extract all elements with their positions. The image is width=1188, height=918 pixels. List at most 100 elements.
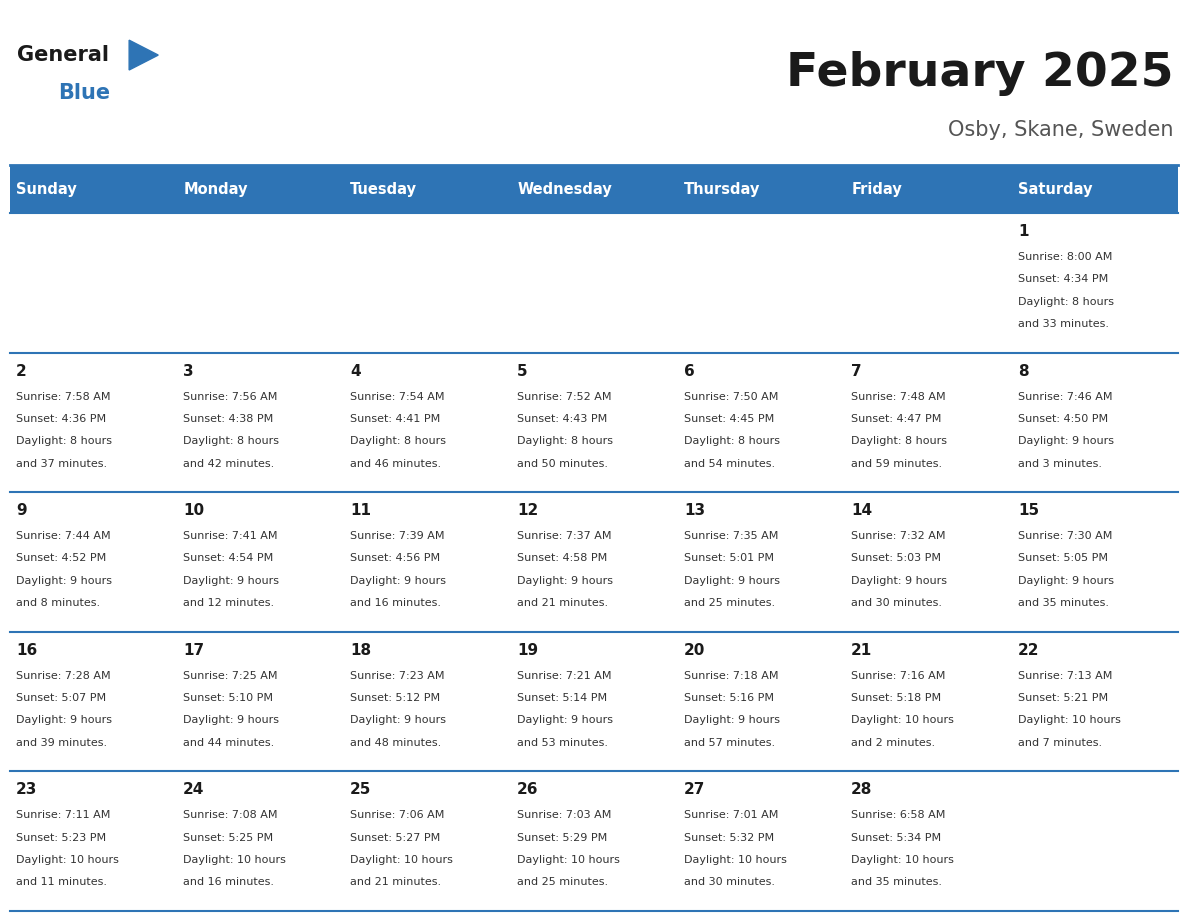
Text: Daylight: 9 hours: Daylight: 9 hours bbox=[684, 576, 781, 586]
Text: Sunrise: 7:46 AM: Sunrise: 7:46 AM bbox=[1018, 392, 1113, 401]
Text: Sunset: 4:58 PM: Sunset: 4:58 PM bbox=[517, 554, 607, 564]
Text: Sunrise: 7:08 AM: Sunrise: 7:08 AM bbox=[183, 811, 278, 820]
Text: Sunrise: 8:00 AM: Sunrise: 8:00 AM bbox=[1018, 252, 1112, 262]
Text: 9: 9 bbox=[17, 503, 27, 518]
Text: February 2025: February 2025 bbox=[786, 50, 1174, 96]
Text: and 46 minutes.: and 46 minutes. bbox=[350, 459, 441, 468]
Text: 21: 21 bbox=[851, 643, 872, 657]
Text: Sunset: 4:54 PM: Sunset: 4:54 PM bbox=[183, 554, 273, 564]
Text: and 11 minutes.: and 11 minutes. bbox=[17, 878, 107, 887]
Text: Sunset: 4:47 PM: Sunset: 4:47 PM bbox=[851, 414, 942, 424]
Text: and 54 minutes.: and 54 minutes. bbox=[684, 459, 776, 468]
Text: Sunrise: 7:30 AM: Sunrise: 7:30 AM bbox=[1018, 532, 1112, 541]
Text: Sunrise: 6:58 AM: Sunrise: 6:58 AM bbox=[851, 811, 946, 820]
Text: 26: 26 bbox=[517, 782, 538, 797]
Text: Sunset: 4:52 PM: Sunset: 4:52 PM bbox=[17, 554, 107, 564]
Text: and 57 minutes.: and 57 minutes. bbox=[684, 738, 776, 747]
Text: 25: 25 bbox=[350, 782, 372, 797]
Text: Sunset: 5:21 PM: Sunset: 5:21 PM bbox=[1018, 693, 1108, 703]
Text: Sunrise: 7:54 AM: Sunrise: 7:54 AM bbox=[350, 392, 444, 401]
Text: 8: 8 bbox=[1018, 364, 1029, 378]
Text: 27: 27 bbox=[684, 782, 706, 797]
Text: Sunset: 4:50 PM: Sunset: 4:50 PM bbox=[1018, 414, 1108, 424]
Text: and 30 minutes.: and 30 minutes. bbox=[684, 878, 776, 887]
Text: Sunrise: 7:35 AM: Sunrise: 7:35 AM bbox=[684, 532, 778, 541]
Text: and 21 minutes.: and 21 minutes. bbox=[350, 878, 441, 887]
Text: 4: 4 bbox=[350, 364, 361, 378]
Text: 17: 17 bbox=[183, 643, 204, 657]
Text: Daylight: 10 hours: Daylight: 10 hours bbox=[851, 715, 954, 725]
Text: and 25 minutes.: and 25 minutes. bbox=[517, 878, 608, 887]
Text: Daylight: 9 hours: Daylight: 9 hours bbox=[851, 576, 947, 586]
Text: 5: 5 bbox=[517, 364, 527, 378]
Text: Sunset: 5:27 PM: Sunset: 5:27 PM bbox=[350, 833, 441, 843]
Text: 15: 15 bbox=[1018, 503, 1040, 518]
Text: Daylight: 10 hours: Daylight: 10 hours bbox=[1018, 715, 1121, 725]
Text: Sunrise: 7:50 AM: Sunrise: 7:50 AM bbox=[684, 392, 778, 401]
Text: Sunset: 4:43 PM: Sunset: 4:43 PM bbox=[517, 414, 607, 424]
Text: Sunset: 5:25 PM: Sunset: 5:25 PM bbox=[183, 833, 273, 843]
Text: Sunset: 5:07 PM: Sunset: 5:07 PM bbox=[17, 693, 106, 703]
Text: Sunset: 5:34 PM: Sunset: 5:34 PM bbox=[851, 833, 941, 843]
Text: Sunrise: 7:58 AM: Sunrise: 7:58 AM bbox=[17, 392, 110, 401]
Text: 3: 3 bbox=[183, 364, 194, 378]
Text: 1: 1 bbox=[1018, 224, 1029, 239]
Text: Sunrise: 7:44 AM: Sunrise: 7:44 AM bbox=[17, 532, 110, 541]
Text: Daylight: 10 hours: Daylight: 10 hours bbox=[851, 855, 954, 865]
Text: Sunrise: 7:21 AM: Sunrise: 7:21 AM bbox=[517, 671, 612, 680]
Text: Sunrise: 7:16 AM: Sunrise: 7:16 AM bbox=[851, 671, 946, 680]
Text: General: General bbox=[17, 45, 109, 65]
Text: and 16 minutes.: and 16 minutes. bbox=[183, 878, 274, 887]
Text: Wednesday: Wednesday bbox=[517, 182, 612, 196]
Text: Daylight: 10 hours: Daylight: 10 hours bbox=[350, 855, 453, 865]
Text: Sunrise: 7:28 AM: Sunrise: 7:28 AM bbox=[17, 671, 110, 680]
Text: Sunset: 4:45 PM: Sunset: 4:45 PM bbox=[684, 414, 775, 424]
Text: Daylight: 8 hours: Daylight: 8 hours bbox=[517, 436, 613, 446]
Text: 16: 16 bbox=[17, 643, 38, 657]
Text: and 12 minutes.: and 12 minutes. bbox=[183, 599, 274, 608]
Text: 28: 28 bbox=[851, 782, 872, 797]
Text: 18: 18 bbox=[350, 643, 372, 657]
Text: Daylight: 9 hours: Daylight: 9 hours bbox=[1018, 576, 1114, 586]
Text: Daylight: 8 hours: Daylight: 8 hours bbox=[851, 436, 947, 446]
Text: Sunset: 5:03 PM: Sunset: 5:03 PM bbox=[851, 554, 941, 564]
Text: Sunrise: 7:06 AM: Sunrise: 7:06 AM bbox=[350, 811, 444, 820]
Text: Saturday: Saturday bbox=[1018, 182, 1093, 196]
Text: and 59 minutes.: and 59 minutes. bbox=[851, 459, 942, 468]
Text: Daylight: 8 hours: Daylight: 8 hours bbox=[183, 436, 279, 446]
Text: 2: 2 bbox=[17, 364, 27, 378]
Text: and 21 minutes.: and 21 minutes. bbox=[517, 599, 608, 608]
Text: Sunrise: 7:11 AM: Sunrise: 7:11 AM bbox=[17, 811, 110, 820]
Text: Friday: Friday bbox=[851, 182, 902, 196]
Text: Sunrise: 7:23 AM: Sunrise: 7:23 AM bbox=[350, 671, 444, 680]
Text: Tuesday: Tuesday bbox=[350, 182, 417, 196]
Text: and 35 minutes.: and 35 minutes. bbox=[851, 878, 942, 887]
Text: Daylight: 9 hours: Daylight: 9 hours bbox=[17, 715, 112, 725]
Text: and 53 minutes.: and 53 minutes. bbox=[517, 738, 608, 747]
Text: Daylight: 9 hours: Daylight: 9 hours bbox=[517, 576, 613, 586]
Text: Sunset: 4:34 PM: Sunset: 4:34 PM bbox=[1018, 274, 1108, 285]
Text: Sunrise: 7:01 AM: Sunrise: 7:01 AM bbox=[684, 811, 778, 820]
Text: 10: 10 bbox=[183, 503, 204, 518]
Text: Daylight: 8 hours: Daylight: 8 hours bbox=[350, 436, 447, 446]
Text: Sunrise: 7:25 AM: Sunrise: 7:25 AM bbox=[183, 671, 278, 680]
Text: Sunset: 4:38 PM: Sunset: 4:38 PM bbox=[183, 414, 273, 424]
Text: Sunrise: 7:18 AM: Sunrise: 7:18 AM bbox=[684, 671, 778, 680]
Text: Sunset: 4:56 PM: Sunset: 4:56 PM bbox=[350, 554, 441, 564]
Text: Sunrise: 7:39 AM: Sunrise: 7:39 AM bbox=[350, 532, 444, 541]
Text: Daylight: 9 hours: Daylight: 9 hours bbox=[183, 576, 279, 586]
Text: Sunset: 5:18 PM: Sunset: 5:18 PM bbox=[851, 693, 941, 703]
Text: and 25 minutes.: and 25 minutes. bbox=[684, 599, 776, 608]
Text: Sunset: 5:05 PM: Sunset: 5:05 PM bbox=[1018, 554, 1108, 564]
Text: Sunset: 5:14 PM: Sunset: 5:14 PM bbox=[517, 693, 607, 703]
Text: 20: 20 bbox=[684, 643, 706, 657]
Text: Sunrise: 7:37 AM: Sunrise: 7:37 AM bbox=[517, 532, 612, 541]
Text: and 7 minutes.: and 7 minutes. bbox=[1018, 738, 1102, 747]
Text: Daylight: 8 hours: Daylight: 8 hours bbox=[684, 436, 781, 446]
Text: Sunset: 5:29 PM: Sunset: 5:29 PM bbox=[517, 833, 607, 843]
Text: Daylight: 10 hours: Daylight: 10 hours bbox=[183, 855, 286, 865]
Text: 12: 12 bbox=[517, 503, 538, 518]
Text: 23: 23 bbox=[17, 782, 38, 797]
Text: Osby, Skane, Sweden: Osby, Skane, Sweden bbox=[948, 120, 1174, 140]
Text: Daylight: 9 hours: Daylight: 9 hours bbox=[684, 715, 781, 725]
